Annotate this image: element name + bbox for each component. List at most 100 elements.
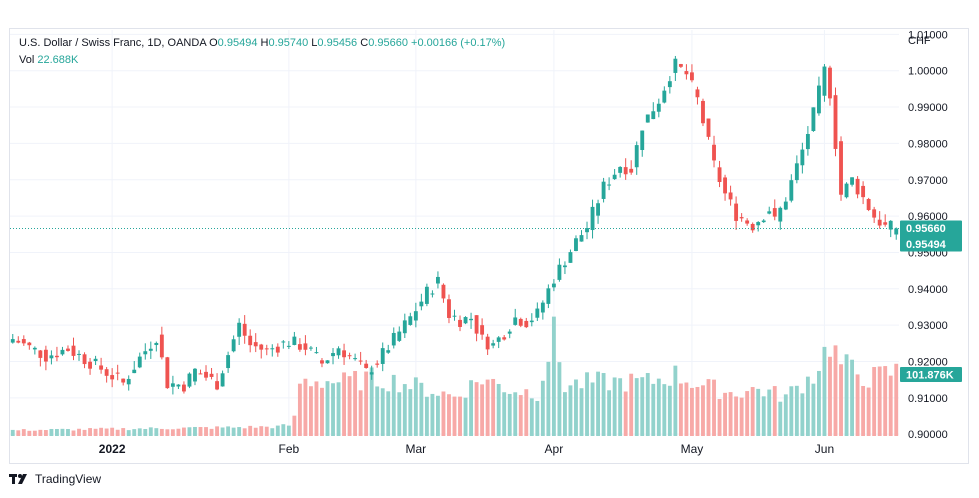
candle-body [756,222,761,226]
close-value: 0.95660 [368,37,408,49]
candle-body [441,284,446,299]
volume-bar [855,374,860,436]
candle-body [557,264,562,280]
grid-layer [10,30,899,436]
time-axis: 2022 Feb Mar Apr May Jun [99,442,834,456]
volume-bar [590,382,595,436]
volume-bar [325,381,330,436]
volume-bar [817,370,821,436]
candle-body [209,373,214,377]
candle-body [110,375,115,380]
candle-body [408,316,413,325]
chart-legend: U.S. Dollar / Swiss Franc, 1D, OANDA O0.… [19,35,505,69]
candle-body [424,286,429,304]
candle-body [419,301,424,307]
volume-bar [314,381,319,436]
candle-body [248,335,253,346]
candle-body [667,81,672,88]
volume-bar [320,387,324,436]
volume-bar [667,385,672,436]
volume-bar [231,427,236,436]
candle-body [391,332,396,346]
volume-bar [756,388,761,436]
candle-body [678,64,683,67]
volume-bar [32,430,37,436]
candle-body [783,201,788,210]
volume-bar [242,428,247,436]
candle-body [855,178,860,195]
candle-body [170,383,175,387]
volume-bar [259,426,264,436]
volume-bar [822,346,827,436]
candle-body [132,369,137,374]
candle-layer [10,55,899,395]
volume-value: 22.688K [37,54,79,66]
candle-body [794,163,799,181]
y-tick-label: 0.93000 [908,320,948,332]
y-tick-label: 1.01000 [908,29,948,41]
volume-bar [176,428,181,436]
volume-bar [110,427,115,436]
candle-body [10,339,15,343]
volume-bar [441,391,446,436]
volume-bar [739,397,744,436]
candle-body [585,228,589,233]
candle-body [187,373,192,387]
volume-bar [336,382,341,436]
volume-bar [430,393,435,436]
ohlc-row: U.S. Dollar / Swiss Franc, 1D, OANDA O0.… [19,35,505,52]
volume-bar [60,428,65,436]
candle-body [16,340,21,343]
candle-body [402,320,407,334]
volume-bar [309,386,313,436]
volume-bar [701,385,705,436]
candle-body [231,339,236,352]
volume-bar [143,428,148,436]
candle-body [297,344,302,350]
candle-body [866,199,871,211]
candle-body [314,352,319,354]
candle-body [43,349,48,362]
candle-body [430,293,435,295]
candle-body [695,89,700,98]
candle-body [888,220,893,230]
candle-body [104,369,109,376]
candle-body [817,85,821,114]
candle-body [259,344,264,350]
volume-bar [888,375,893,436]
candle-body [850,177,854,185]
candle-body [651,111,656,120]
candle-body [540,302,545,313]
tradingview-logo-icon[interactable] [9,472,31,486]
candle-body [546,288,551,304]
candle-body [71,345,76,356]
symbol-label[interactable]: U.S. Dollar / Swiss Franc, 1D, OANDA [19,37,207,49]
candle-body [805,134,810,150]
volume-bar [292,415,297,436]
candle-body [215,381,219,390]
candle-body [463,317,468,324]
volume-bar [126,430,131,436]
volume-bar [872,367,877,436]
candle-body [634,145,639,168]
volume-bar [480,384,485,436]
volume-row: Vol 22.688K [19,52,505,69]
volume-bar [794,385,799,436]
volume-label[interactable]: Vol [19,54,35,66]
volume-bar [750,387,755,436]
volume-bar [82,429,87,436]
volume-bar [745,391,750,436]
candle-body [618,166,623,173]
high-value: 0.95740 [268,37,309,49]
candle-body [342,350,346,358]
volume-bar [424,396,429,436]
candle-body [226,355,231,369]
volume-bar [386,391,391,436]
volume-bar [518,395,523,436]
volume-bar [364,371,369,436]
volume-bar [369,367,374,436]
brand-label[interactable]: TradingView [35,472,102,486]
volume-bar [535,400,540,436]
candle-body [447,299,451,318]
